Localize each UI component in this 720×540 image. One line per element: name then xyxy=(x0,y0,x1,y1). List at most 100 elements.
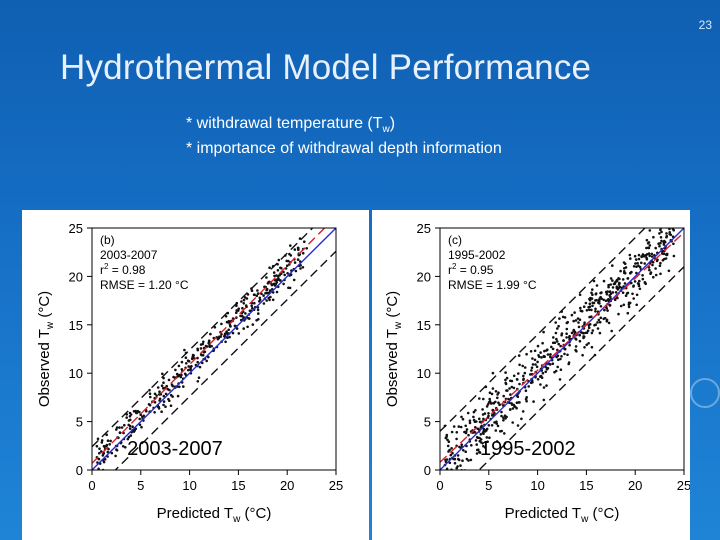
data-point xyxy=(552,336,555,339)
data-point xyxy=(128,415,132,418)
x-tick-label: 5 xyxy=(485,478,492,493)
data-point xyxy=(603,308,606,312)
data-point xyxy=(607,283,610,287)
data-point xyxy=(594,292,598,295)
data-point xyxy=(465,428,469,431)
data-point xyxy=(115,426,119,429)
data-point xyxy=(628,253,632,257)
data-point xyxy=(131,425,134,428)
data-point xyxy=(464,450,467,453)
data-point xyxy=(666,214,669,217)
data-point xyxy=(97,467,100,470)
plot-frame xyxy=(439,227,685,471)
data-point xyxy=(478,439,482,443)
data-point xyxy=(157,405,161,409)
data-point xyxy=(485,436,489,439)
data-point xyxy=(250,304,253,308)
data-point xyxy=(570,313,574,317)
data-point xyxy=(549,353,552,356)
data-point xyxy=(616,296,619,300)
data-point xyxy=(577,321,580,324)
bullet-text: * importance of withdrawal depth informa… xyxy=(186,140,502,157)
data-point xyxy=(237,332,241,335)
data-point xyxy=(450,430,454,434)
data-point xyxy=(587,342,590,345)
data-point xyxy=(618,282,621,285)
data-point xyxy=(558,378,562,381)
data-point xyxy=(148,403,152,407)
data-point xyxy=(632,265,636,268)
data-point xyxy=(162,381,165,384)
data-point xyxy=(648,229,652,232)
data-point xyxy=(106,439,110,442)
data-point xyxy=(289,244,292,247)
data-point xyxy=(118,431,122,435)
data-point xyxy=(128,427,132,430)
y-tick-label: 5 xyxy=(424,415,431,430)
data-point xyxy=(256,292,260,295)
data-point xyxy=(510,385,514,389)
r-squared-label: r2 = 0.95 xyxy=(448,262,494,277)
data-point xyxy=(164,392,168,396)
x-tick-label: 25 xyxy=(329,478,343,493)
data-point xyxy=(623,270,626,273)
data-point xyxy=(517,354,521,357)
rmse-label: RMSE = 1.20 °C xyxy=(100,278,189,292)
data-point xyxy=(487,412,490,415)
data-point xyxy=(515,401,519,404)
data-point xyxy=(299,267,302,270)
data-point xyxy=(107,447,110,451)
data-point xyxy=(643,281,647,284)
data-point xyxy=(592,301,596,305)
data-point xyxy=(537,354,540,357)
data-point xyxy=(273,274,276,278)
y-axis-label: Observed Tw (°C) xyxy=(36,291,56,407)
data-point xyxy=(462,449,465,452)
data-point xyxy=(533,349,537,353)
data-point xyxy=(187,368,190,372)
data-point xyxy=(632,297,635,300)
data-point xyxy=(253,301,256,305)
data-point xyxy=(485,427,489,431)
data-point xyxy=(480,424,483,428)
data-point xyxy=(542,398,546,402)
data-point xyxy=(478,417,481,421)
data-point xyxy=(223,332,227,335)
data-point xyxy=(455,466,458,470)
data-point xyxy=(453,457,457,461)
data-point xyxy=(177,364,181,368)
data-point xyxy=(645,246,648,250)
data-point xyxy=(518,401,521,404)
data-point xyxy=(242,302,246,305)
data-point xyxy=(567,336,571,339)
data-point xyxy=(556,354,560,358)
data-point xyxy=(668,232,671,236)
data-point xyxy=(651,263,654,267)
data-point xyxy=(652,275,655,279)
line-lower xyxy=(114,250,336,470)
data-point xyxy=(622,303,626,307)
data-point xyxy=(164,405,167,408)
data-point xyxy=(162,376,165,380)
data-point xyxy=(512,374,516,378)
data-point xyxy=(602,279,606,283)
data-point xyxy=(574,337,577,340)
data-point xyxy=(204,344,208,348)
slide-number: 23 xyxy=(698,18,712,32)
data-point xyxy=(226,321,230,324)
data-point xyxy=(496,424,500,428)
data-point xyxy=(665,232,668,235)
data-point xyxy=(97,475,100,478)
data-point xyxy=(558,317,561,320)
data-point xyxy=(566,320,569,324)
plot-frame xyxy=(91,227,337,471)
data-point xyxy=(606,309,609,312)
data-point xyxy=(600,291,603,294)
data-point xyxy=(242,298,246,302)
data-point xyxy=(178,385,181,389)
data-point xyxy=(542,386,546,389)
data-point xyxy=(517,372,520,375)
data-point xyxy=(282,282,285,286)
data-point xyxy=(668,231,671,234)
data-point xyxy=(607,297,610,301)
